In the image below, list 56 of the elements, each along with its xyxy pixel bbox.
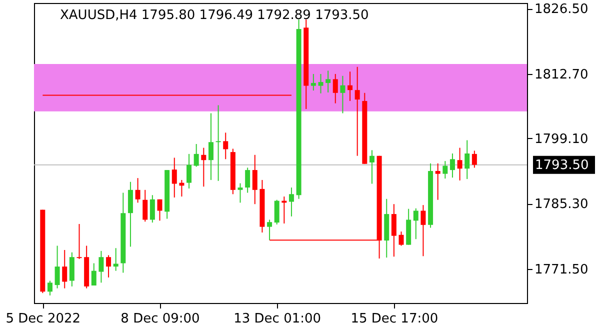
candlestick xyxy=(150,194,155,224)
y-tick-label: 1771.50 xyxy=(534,262,588,278)
x-tick-label: 13 Dec 01:00 xyxy=(234,312,322,326)
candlestick xyxy=(201,147,206,188)
x-tick-label: 5 Dec 2022 xyxy=(6,312,81,326)
candlestick xyxy=(435,162,440,200)
candlestick xyxy=(54,245,60,289)
candlestick xyxy=(274,199,280,225)
candlestick xyxy=(369,150,374,184)
candlestick xyxy=(186,153,192,189)
candlestick xyxy=(318,73,324,94)
candlestick xyxy=(354,66,360,156)
x-tick-label: 8 Dec 09:00 xyxy=(120,312,200,326)
candlestick xyxy=(238,182,243,204)
candlestick xyxy=(252,154,258,205)
candlestick xyxy=(288,187,294,217)
x-tick-label: 15 Dec 17:00 xyxy=(350,312,438,326)
candlestick xyxy=(464,140,470,180)
candlestick xyxy=(208,112,214,180)
candlestick xyxy=(391,204,396,258)
candlestick xyxy=(194,144,199,168)
candlestick xyxy=(340,75,346,114)
y-tick-label: 1826.50 xyxy=(534,2,588,18)
candlestick xyxy=(142,189,148,222)
candlestick xyxy=(113,248,118,272)
y-tick-label: 1812.70 xyxy=(534,67,588,82)
candlestick xyxy=(413,208,418,240)
ref-line-label: 1793.50 xyxy=(535,158,589,173)
candlestick xyxy=(62,250,68,289)
candlestick xyxy=(267,219,272,241)
candlestick xyxy=(91,262,96,286)
y-tick-label: 1799.10 xyxy=(534,132,588,147)
candlestick xyxy=(442,160,448,180)
candlestick xyxy=(348,71,353,102)
candlestick xyxy=(398,231,404,246)
candlestick xyxy=(310,73,316,92)
candlestick xyxy=(450,152,455,178)
candlestick xyxy=(245,167,250,194)
candlestick xyxy=(472,150,477,168)
candlestick xyxy=(106,254,112,278)
candlestick xyxy=(223,132,228,160)
candlestick xyxy=(76,223,82,260)
candlestick xyxy=(157,198,162,222)
candlestick xyxy=(457,147,462,181)
candlestick xyxy=(128,181,133,248)
candlestick xyxy=(326,70,331,93)
candlestick xyxy=(420,204,426,257)
candlestick xyxy=(69,252,74,287)
candlestick xyxy=(332,73,338,104)
candlestick xyxy=(98,250,104,284)
y-tick-label: 1785.30 xyxy=(534,197,588,212)
candlestick xyxy=(216,104,221,182)
candlestick xyxy=(135,178,140,204)
chart-title: XAUUSD,H4 1795.80 1796.49 1792.89 1793.50 xyxy=(60,8,369,23)
candlestick xyxy=(172,157,177,198)
candlestick xyxy=(47,280,52,296)
